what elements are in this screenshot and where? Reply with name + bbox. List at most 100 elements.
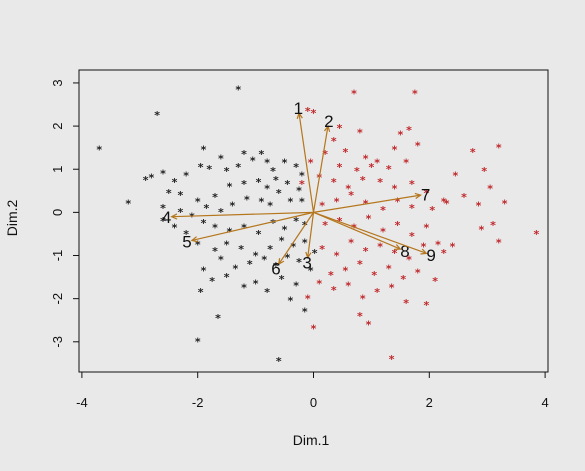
point-group-b: * [305, 293, 311, 306]
point-group-a: * [201, 264, 207, 277]
point-group-b: * [299, 178, 305, 191]
point-group-b: * [441, 247, 447, 260]
point-group-b: * [316, 277, 322, 290]
point-group-b: * [424, 187, 430, 200]
point-group-a: * [172, 221, 178, 234]
vector-label: 7 [421, 185, 430, 204]
point-group-b: * [424, 299, 430, 312]
x-tick-label: 2 [426, 395, 433, 410]
point-group-b: * [322, 148, 328, 161]
point-group-b: * [397, 129, 403, 142]
point-group-b: * [334, 195, 340, 208]
point-group-a: * [241, 282, 247, 295]
point-group-a: * [224, 239, 230, 252]
point-group-b: * [360, 174, 366, 187]
point-group-b: * [386, 262, 392, 275]
point-group-a: * [293, 215, 299, 228]
point-group-a: * [279, 234, 285, 247]
point-group-a: * [273, 260, 279, 273]
point-group-a: * [312, 247, 318, 260]
point-group-a: * [148, 172, 154, 185]
point-group-a: * [287, 195, 293, 208]
point-group-b: * [409, 178, 415, 191]
point-group-b: * [409, 202, 415, 215]
point-group-a: * [160, 167, 166, 180]
point-group-a: * [154, 109, 160, 122]
point-group-b: * [496, 236, 502, 249]
point-group-b: * [377, 176, 383, 189]
point-group-b: * [334, 249, 340, 262]
vector-line [307, 212, 315, 258]
point-group-b: * [441, 195, 447, 208]
x-tick-label: -4 [76, 395, 88, 410]
point-group-a: * [160, 202, 166, 215]
vector-label: 8 [400, 242, 409, 261]
point-group-b: * [496, 142, 502, 155]
point-group-a: * [198, 161, 204, 174]
vector-line [312, 125, 329, 213]
vector-arrowhead [305, 251, 312, 260]
point-group-a: * [201, 217, 207, 230]
point-group-a: * [232, 262, 238, 275]
point-group-a: * [227, 180, 233, 193]
point-group-b: * [342, 146, 348, 159]
point-group-b: * [374, 286, 380, 299]
point-group-a: * [264, 182, 270, 195]
point-group-a: * [238, 243, 244, 256]
point-group-b: * [377, 241, 383, 254]
point-group-a: * [302, 305, 308, 318]
point-group-a: * [201, 144, 207, 157]
point-group-b: * [331, 284, 337, 297]
point-group-b: * [374, 157, 380, 170]
point-group-b: * [351, 221, 357, 234]
point-group-a: * [259, 148, 265, 161]
point-group-a: * [302, 236, 308, 249]
point-group-a: * [293, 280, 299, 293]
point-group-b: * [409, 230, 415, 243]
point-group-a: * [195, 195, 201, 208]
point-group-a: * [195, 239, 201, 252]
point-group-a: * [308, 264, 314, 277]
point-group-b: * [395, 195, 401, 208]
point-group-a: * [270, 217, 276, 230]
point-group-b: * [357, 310, 363, 323]
point-group-a: * [276, 187, 282, 200]
point-group-a: * [264, 157, 270, 170]
point-group-a: * [166, 187, 172, 200]
point-group-b: * [406, 124, 412, 137]
point-group-a: * [224, 271, 230, 284]
point-group-b: * [461, 191, 467, 204]
point-group-b: * [351, 88, 357, 101]
vector-label: 1 [294, 99, 303, 118]
point-group-b: * [450, 241, 456, 254]
point-group-b: * [421, 241, 427, 254]
point-group-a: * [299, 170, 305, 183]
point-group-a: * [198, 286, 204, 299]
vector-arrowhead [170, 213, 178, 220]
point-group-b: * [389, 353, 395, 366]
vector-label: 3 [302, 254, 311, 273]
point-group-a: * [212, 245, 218, 258]
point-group-a: * [276, 355, 282, 368]
point-group-a: * [261, 254, 267, 267]
vector-line [298, 113, 315, 213]
point-group-a: * [160, 215, 166, 228]
point-group-b: * [380, 226, 386, 239]
point-group-a: * [203, 202, 209, 215]
point-group-a: * [250, 154, 256, 167]
point-group-b: * [363, 245, 369, 258]
point-group-a: * [183, 170, 189, 183]
point-group-a: * [189, 211, 195, 224]
point-group-a: * [218, 206, 224, 219]
vector-arrowhead [190, 236, 198, 243]
point-group-a: * [253, 249, 259, 262]
point-group-b: * [305, 105, 311, 118]
point-group-a: * [212, 221, 218, 234]
point-group-b: * [400, 273, 406, 286]
vector-arrowhead [420, 248, 428, 255]
vector-label: 4 [162, 208, 171, 227]
vector-arrowhead [324, 124, 331, 133]
point-group-b: * [476, 200, 482, 213]
point-group-b: * [345, 280, 351, 293]
vector-line [313, 211, 401, 250]
